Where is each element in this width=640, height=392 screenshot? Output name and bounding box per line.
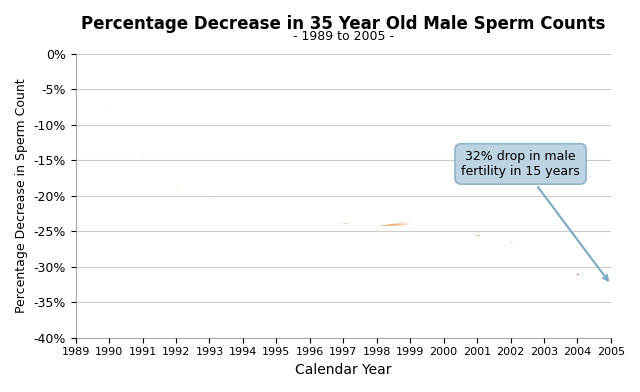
Y-axis label: Percentage Decrease in Sperm Count: Percentage Decrease in Sperm Count (15, 78, 28, 313)
Text: 32% drop in male
fertility in 15 years: 32% drop in male fertility in 15 years (461, 150, 608, 280)
Title: Percentage Decrease in 35 Year Old Male Sperm Counts: Percentage Decrease in 35 Year Old Male … (81, 15, 605, 33)
X-axis label: Calendar Year: Calendar Year (295, 363, 392, 377)
Text: - 1989 to 2005 -: - 1989 to 2005 - (292, 30, 394, 43)
